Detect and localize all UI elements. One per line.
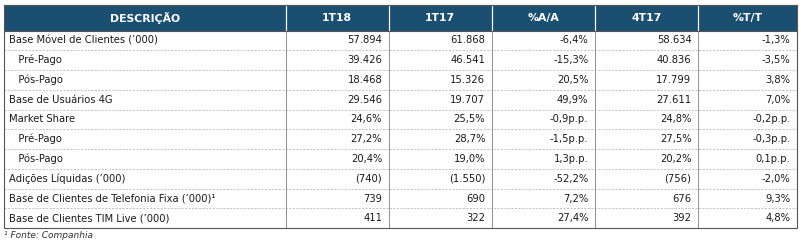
Bar — [4, 189, 797, 208]
Text: 18.468: 18.468 — [348, 75, 382, 85]
Bar — [4, 208, 797, 228]
Text: 28,7%: 28,7% — [454, 134, 485, 144]
Bar — [4, 50, 797, 70]
Text: -6,4%: -6,4% — [560, 35, 589, 45]
Bar — [698, 5, 797, 30]
Text: 20,5%: 20,5% — [557, 75, 589, 85]
Text: Adições Líquidas (’000): Adições Líquidas (’000) — [9, 173, 125, 184]
Text: Base de Clientes de Telefonia Fixa (’000)¹: Base de Clientes de Telefonia Fixa (’000… — [9, 193, 215, 203]
Text: Market Share: Market Share — [9, 114, 75, 124]
Bar — [4, 70, 797, 90]
Text: 25,5%: 25,5% — [453, 114, 485, 124]
Bar — [4, 169, 797, 189]
Text: 49,9%: 49,9% — [557, 95, 589, 105]
Text: %T/T: %T/T — [732, 13, 763, 23]
Text: 24,6%: 24,6% — [351, 114, 382, 124]
Text: 57.894: 57.894 — [348, 35, 382, 45]
Text: -0,9p.p.: -0,9p.p. — [550, 114, 589, 124]
Text: -1,3%: -1,3% — [762, 35, 791, 45]
Text: 20,4%: 20,4% — [351, 154, 382, 164]
Text: (1.550): (1.550) — [449, 174, 485, 184]
Text: Base de Clientes TIM Live (’000): Base de Clientes TIM Live (’000) — [9, 213, 169, 223]
Bar — [4, 110, 797, 129]
Text: 0,1p.p.: 0,1p.p. — [756, 154, 791, 164]
Text: 4T17: 4T17 — [631, 13, 662, 23]
Text: (756): (756) — [665, 174, 691, 184]
Text: 690: 690 — [466, 193, 485, 203]
Text: 19,0%: 19,0% — [454, 154, 485, 164]
Text: 7,2%: 7,2% — [563, 193, 589, 203]
Text: 676: 676 — [672, 193, 691, 203]
Text: Pré-Pago: Pré-Pago — [9, 55, 62, 65]
Text: 1T17: 1T17 — [425, 13, 455, 23]
Text: 27,4%: 27,4% — [557, 213, 589, 223]
Text: 19.707: 19.707 — [450, 95, 485, 105]
Bar — [4, 129, 797, 149]
Text: 1T18: 1T18 — [322, 13, 352, 23]
Text: 20,2%: 20,2% — [660, 154, 691, 164]
Text: 61.868: 61.868 — [450, 35, 485, 45]
Text: 1,3p.p.: 1,3p.p. — [553, 154, 589, 164]
Bar — [492, 5, 595, 30]
Text: -2,0%: -2,0% — [762, 174, 791, 184]
Text: 27,2%: 27,2% — [351, 134, 382, 144]
Text: 24,8%: 24,8% — [660, 114, 691, 124]
Text: 392: 392 — [673, 213, 691, 223]
Text: Pós-Pago: Pós-Pago — [9, 75, 62, 85]
Text: -15,3%: -15,3% — [553, 55, 589, 65]
Text: -3,5%: -3,5% — [762, 55, 791, 65]
Text: 15.326: 15.326 — [450, 75, 485, 85]
Text: 46.541: 46.541 — [450, 55, 485, 65]
Bar — [285, 5, 388, 30]
Text: Pré-Pago: Pré-Pago — [9, 134, 62, 144]
Text: 411: 411 — [363, 213, 382, 223]
Text: 17.799: 17.799 — [656, 75, 691, 85]
Text: 9,3%: 9,3% — [766, 193, 791, 203]
Text: 29.546: 29.546 — [347, 95, 382, 105]
Text: Base Móvel de Clientes (’000): Base Móvel de Clientes (’000) — [9, 35, 158, 45]
Text: (740): (740) — [356, 174, 382, 184]
Text: -0,3p.p.: -0,3p.p. — [752, 134, 791, 144]
Text: Pós-Pago: Pós-Pago — [9, 154, 62, 164]
Text: 739: 739 — [363, 193, 382, 203]
Text: DESCRIÇÃO: DESCRIÇÃO — [110, 12, 179, 24]
Text: 27,5%: 27,5% — [660, 134, 691, 144]
Text: 3,8%: 3,8% — [766, 75, 791, 85]
Text: 4,8%: 4,8% — [766, 213, 791, 223]
Text: Base de Usuários 4G: Base de Usuários 4G — [9, 95, 112, 105]
Text: 58.634: 58.634 — [657, 35, 691, 45]
Bar — [4, 5, 285, 30]
Text: 39.426: 39.426 — [348, 55, 382, 65]
Text: ¹ Fonte: Companhia: ¹ Fonte: Companhia — [4, 231, 93, 240]
Text: -52,2%: -52,2% — [553, 174, 589, 184]
Bar — [4, 149, 797, 169]
Text: -0,2p.p.: -0,2p.p. — [752, 114, 791, 124]
Text: 322: 322 — [466, 213, 485, 223]
Bar — [4, 30, 797, 50]
Text: 27.611: 27.611 — [656, 95, 691, 105]
Text: -1,5p.p.: -1,5p.p. — [549, 134, 589, 144]
Bar — [388, 5, 492, 30]
Text: 7,0%: 7,0% — [766, 95, 791, 105]
Text: %A/A: %A/A — [527, 13, 559, 23]
Bar — [4, 90, 797, 110]
Text: 40.836: 40.836 — [657, 55, 691, 65]
Bar — [595, 5, 698, 30]
